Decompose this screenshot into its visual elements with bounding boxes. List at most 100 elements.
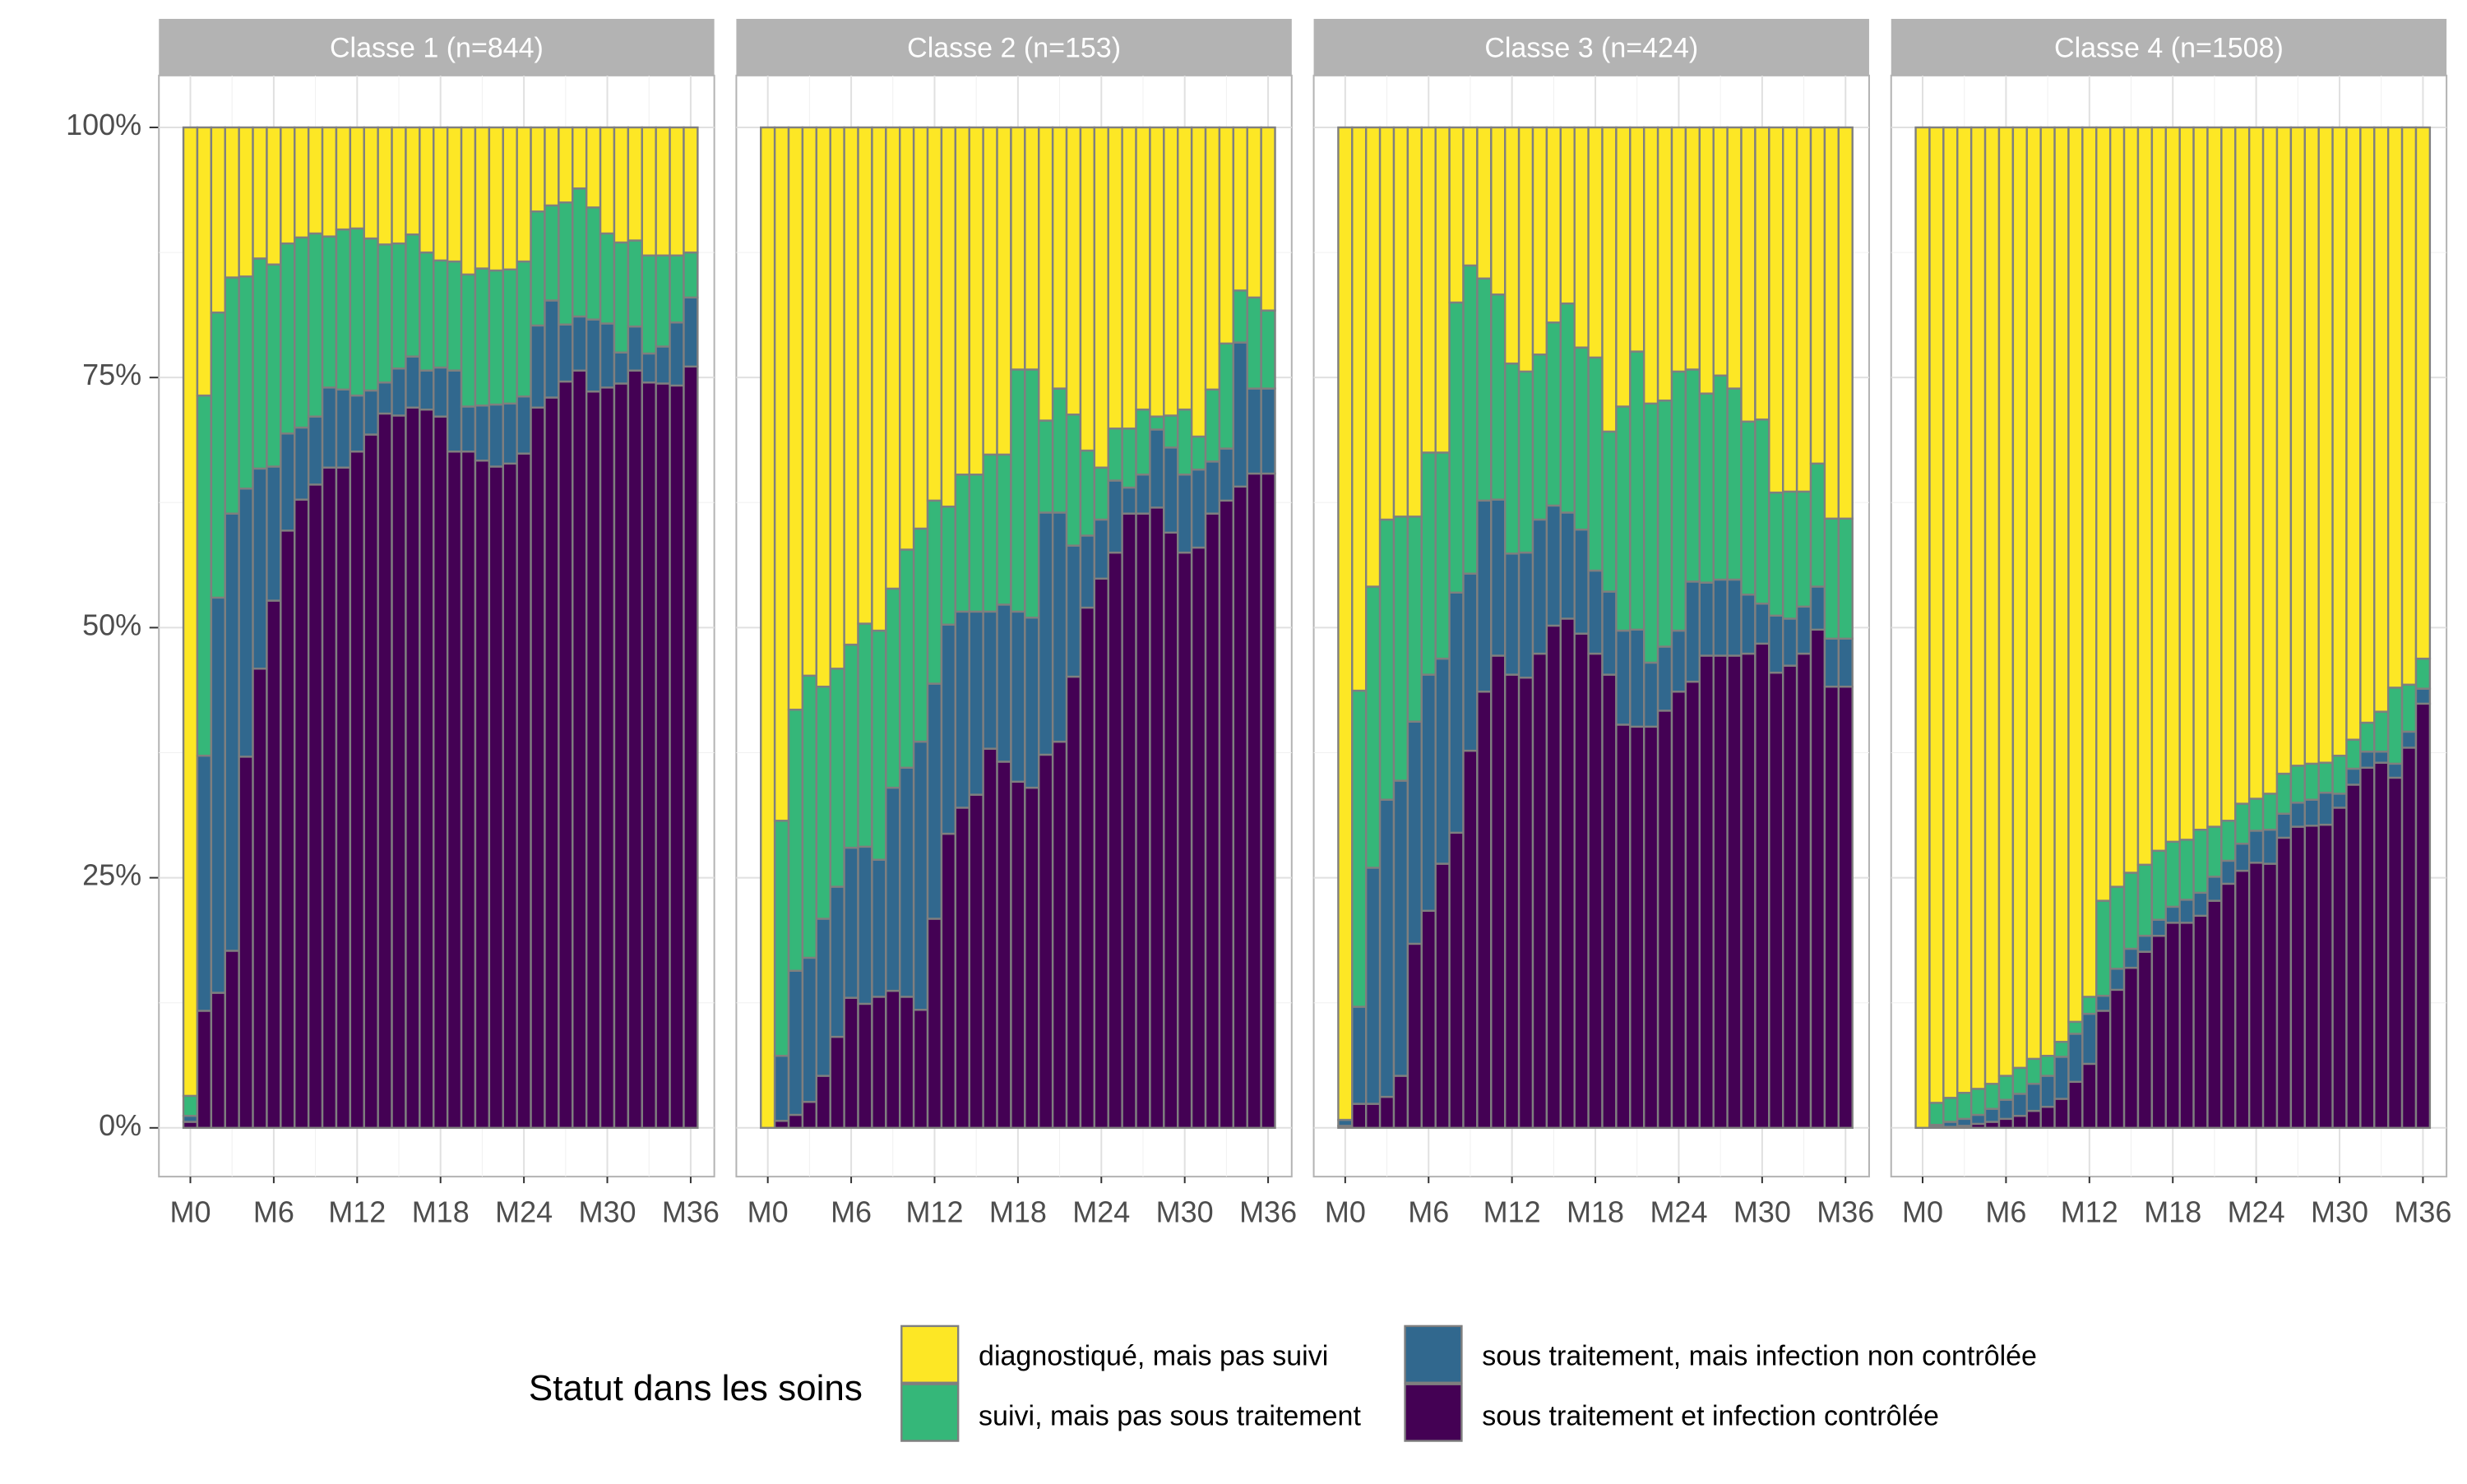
bar-segment-nc xyxy=(238,488,254,758)
x-tick-label: M0 xyxy=(169,1195,211,1229)
bar-segment-suivi xyxy=(391,242,407,370)
bar-segment-ctrl xyxy=(857,1002,873,1130)
bar-segment-suivi xyxy=(683,251,699,299)
bar-segment-ctrl xyxy=(899,996,915,1130)
bar-segment-diag xyxy=(1740,126,1757,423)
bar-segment-diag xyxy=(502,126,518,270)
bar-segment-nc xyxy=(599,322,616,389)
bar-segment-ctrl xyxy=(1190,546,1207,1130)
bar-segment-diag xyxy=(1038,126,1054,422)
bar-segment-nc xyxy=(627,325,643,372)
bar-segment-nc xyxy=(801,956,818,1103)
bar-segment-diag xyxy=(2247,126,2265,800)
panel-strip xyxy=(1891,18,2447,76)
bar-segment-nc xyxy=(1364,867,1382,1105)
x-tick-label: M30 xyxy=(1733,1195,1791,1229)
bar-segment-diag xyxy=(1601,126,1618,433)
bar-segment-suivi xyxy=(294,236,310,429)
bar-segment-ctrl xyxy=(252,668,268,1130)
bar-segment-suivi xyxy=(2400,683,2418,733)
bar-segment-suivi xyxy=(2206,825,2223,878)
bar-segment-nc xyxy=(1983,1107,2001,1123)
bar-segment-nc xyxy=(843,846,859,999)
bar-segment-diag xyxy=(669,126,685,257)
bar-segment-diag xyxy=(857,126,873,625)
bar-segment-ctrl xyxy=(1107,551,1123,1130)
bar-segment-ctrl xyxy=(843,996,859,1130)
bar-segment-nc xyxy=(2345,767,2362,786)
bar-segment-suivi xyxy=(899,548,915,769)
bar-segment-nc xyxy=(954,610,970,809)
bar-segment-suivi xyxy=(1643,402,1659,664)
bar-segment-ctrl xyxy=(2192,914,2209,1130)
bar-segment-ctrl xyxy=(2247,862,2265,1130)
bar-segment-ctrl xyxy=(2108,988,2126,1130)
bar-segment-nc xyxy=(2025,1083,2042,1112)
bar-segment-nc xyxy=(2373,751,2390,764)
bar-segment-diag xyxy=(1351,126,1368,692)
bar-segment-nc xyxy=(815,918,831,1077)
bar-segment-nc xyxy=(1177,474,1193,554)
bar-segment-diag xyxy=(1093,126,1109,469)
bar-segment-ctrl xyxy=(1163,531,1179,1130)
bar-segment-ctrl xyxy=(2345,784,2362,1130)
bar-segment-nc xyxy=(1782,617,1798,667)
bar-segment-suivi xyxy=(252,257,268,470)
bar-segment-diag xyxy=(1420,126,1437,454)
bar-segment-diag xyxy=(968,126,984,476)
bar-segment-suivi xyxy=(1093,466,1109,521)
bar-segment-suivi xyxy=(433,259,449,369)
bar-segment-nc xyxy=(2247,830,2265,864)
bar-segment-ctrl xyxy=(996,760,1012,1130)
bar-segment-diag xyxy=(1448,126,1465,304)
bar-segment-diag xyxy=(530,126,546,213)
bar-segment-diag xyxy=(641,126,657,257)
bar-segment-ctrl xyxy=(460,451,477,1130)
bar-segment-suivi xyxy=(1684,368,1701,583)
bar-segment-suivi xyxy=(2289,765,2306,804)
bar-segment-nc xyxy=(2414,687,2432,705)
bar-segment-suivi xyxy=(1997,1075,2015,1101)
bar-segment-ctrl xyxy=(1643,725,1659,1130)
bar-segment-nc xyxy=(1587,569,1604,655)
bar-segment-ctrl xyxy=(405,406,421,1130)
bar-segment-ctrl xyxy=(1462,749,1479,1130)
bar-segment-diag xyxy=(210,126,226,314)
bar-segment-nc xyxy=(1795,605,1812,655)
bar-segment-suivi xyxy=(857,622,873,848)
bar-segment-ctrl xyxy=(2261,862,2279,1130)
bar-segment-nc xyxy=(391,368,407,417)
bar-segment-diag xyxy=(1010,126,1026,371)
bar-segment-nc xyxy=(1837,637,1854,688)
bar-segment-nc xyxy=(321,386,338,469)
bar-segment-nc xyxy=(1754,602,1770,645)
x-tick-label: M30 xyxy=(2311,1195,2368,1229)
bar-segment-ctrl xyxy=(2206,899,2223,1130)
bar-segment-ctrl xyxy=(446,451,463,1130)
bar-segment-ctrl xyxy=(2275,836,2293,1130)
bar-segment-diag xyxy=(2359,126,2376,724)
bar-segment-suivi xyxy=(1823,517,1840,640)
bar-segment-diag xyxy=(871,126,887,632)
panel-strip xyxy=(159,18,715,76)
bar-segment-suivi xyxy=(2136,863,2154,937)
bar-segment-suivi xyxy=(1837,517,1854,640)
legend-key-diag xyxy=(900,1325,960,1384)
bar-segment-diag xyxy=(1065,126,1082,416)
bar-segment-ctrl xyxy=(210,992,226,1130)
bar-segment-ctrl xyxy=(1531,652,1548,1130)
bar-segment-nc xyxy=(2122,947,2140,969)
bar-segment-diag xyxy=(1517,126,1534,373)
bar-segment-nc xyxy=(1246,387,1262,475)
bar-segment-ctrl xyxy=(1670,691,1687,1130)
bar-segment-suivi xyxy=(1587,356,1604,572)
bar-segment-ctrl xyxy=(815,1075,831,1130)
bar-segment-diag xyxy=(419,126,435,254)
bar-segment-nc xyxy=(502,402,518,465)
bar-segment-suivi xyxy=(1149,415,1165,431)
bar-segment-ctrl xyxy=(558,380,574,1130)
bar-segment-nc xyxy=(1010,610,1026,783)
bar-segment-nc xyxy=(613,351,630,385)
bar-segment-suivi xyxy=(613,241,630,354)
bar-segment-suivi xyxy=(1573,346,1590,531)
